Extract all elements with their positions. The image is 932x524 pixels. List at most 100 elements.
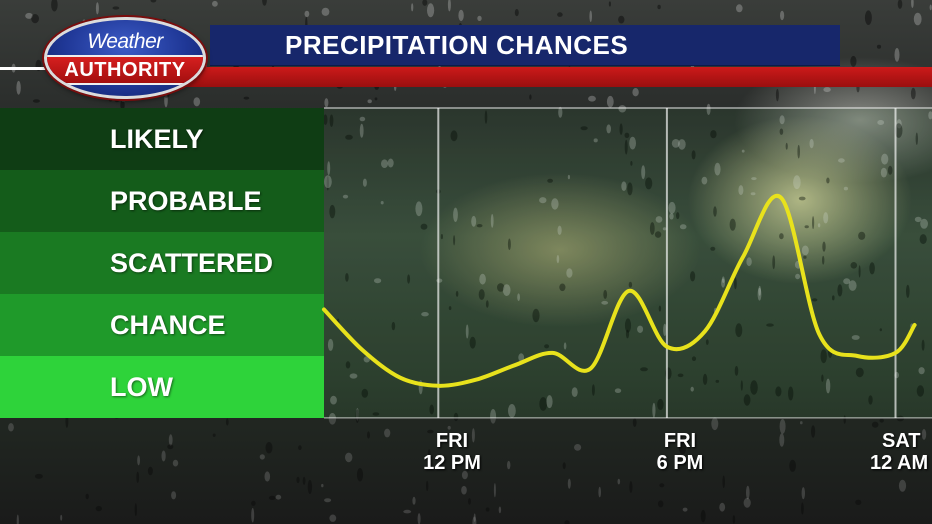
raindrop	[193, 97, 201, 107]
raindrop	[640, 367, 648, 372]
raindrop	[321, 483, 324, 488]
raindrop	[858, 231, 866, 240]
raindrop	[881, 153, 889, 165]
raindrop	[757, 287, 762, 301]
raindrop	[662, 227, 667, 231]
raindrop	[779, 128, 784, 135]
raindrop	[136, 471, 140, 483]
raindrop	[657, 398, 664, 411]
raindrop	[329, 114, 334, 127]
raindrop	[32, 99, 40, 103]
raindrop	[879, 418, 884, 423]
raindrop	[801, 502, 804, 515]
vertical-gridlines	[437, 108, 897, 418]
raindrop	[453, 235, 456, 246]
raindrop	[212, 0, 218, 7]
raindrop	[746, 257, 752, 267]
raindrop	[485, 300, 489, 308]
raindrop	[898, 479, 907, 492]
raindrop	[869, 262, 875, 275]
raindrop	[823, 87, 831, 93]
raindrop	[458, 9, 464, 22]
raindrop	[426, 480, 429, 492]
raindrop	[800, 421, 803, 425]
raindrop	[580, 126, 588, 131]
raindrop	[589, 10, 592, 23]
level-chance: CHANCE	[0, 294, 324, 356]
raindrop	[855, 367, 864, 378]
raindrop	[359, 116, 366, 122]
raindrop	[629, 481, 633, 493]
raindrop	[479, 273, 486, 285]
raindrop	[914, 216, 922, 223]
x-tick-time: 12 PM	[423, 452, 481, 474]
raindrop	[843, 186, 849, 191]
raindrop	[588, 95, 596, 102]
raindrop	[327, 338, 334, 351]
raindrop	[603, 289, 608, 299]
raindrop	[362, 178, 367, 187]
raindrop	[729, 218, 736, 231]
raindrop	[251, 500, 256, 506]
raindrop	[641, 165, 646, 180]
raindrop	[743, 497, 751, 508]
raindrop	[546, 395, 553, 409]
raindrop	[820, 349, 827, 364]
raindrop	[455, 290, 459, 297]
raindrop	[736, 4, 743, 13]
raindrop	[427, 449, 431, 459]
raindrop	[517, 293, 520, 302]
raindrop	[571, 387, 578, 397]
raindrop	[624, 318, 632, 333]
raindrop	[120, 99, 125, 111]
raindrop	[832, 295, 835, 301]
raindrop	[722, 475, 725, 489]
raindrop	[461, 470, 468, 480]
raindrop	[811, 425, 816, 438]
raindrop	[507, 460, 511, 470]
raindrop	[16, 80, 21, 95]
raindrop	[60, 514, 63, 521]
raindrop	[710, 130, 717, 139]
raindrop	[471, 428, 475, 443]
raindrop	[381, 159, 388, 168]
raindrop	[427, 429, 434, 434]
raindrop	[532, 308, 540, 323]
raindrop	[461, 485, 467, 495]
raindrop	[167, 444, 174, 450]
raindrop	[422, 0, 428, 6]
x-tick-fri-12pm: FRI 12 PM	[392, 430, 512, 474]
raindrop	[780, 10, 785, 21]
raindrop	[380, 201, 384, 205]
raindrop	[627, 182, 633, 196]
raindrop	[427, 3, 435, 18]
raindrop	[16, 514, 19, 524]
raindrop	[876, 44, 882, 49]
raindrop	[797, 144, 800, 159]
raindrop	[701, 176, 708, 185]
raindrop	[877, 120, 885, 125]
raindrop	[264, 471, 271, 482]
raindrop	[837, 284, 843, 297]
precipitation-curve	[322, 193, 917, 388]
level-low: LOW	[0, 356, 324, 418]
raindrop	[734, 277, 737, 290]
raindrop	[714, 162, 721, 176]
raindrop	[812, 216, 815, 230]
raindrop	[608, 1, 612, 7]
raindrop	[453, 207, 458, 222]
raindrop	[750, 380, 758, 395]
raindrop	[700, 509, 706, 523]
raindrop	[298, 445, 302, 451]
raindrop	[403, 509, 412, 514]
raindrop	[304, 10, 310, 18]
raindrop	[212, 433, 216, 437]
raindrop	[679, 440, 687, 455]
x-tick-sat-12am: SAT 12 AM	[862, 430, 932, 474]
raindrop	[624, 139, 628, 155]
raindrop	[793, 175, 801, 190]
raindrop	[498, 506, 502, 514]
raindrop	[372, 412, 380, 416]
raindrop	[557, 12, 563, 17]
raindrop	[355, 409, 360, 423]
